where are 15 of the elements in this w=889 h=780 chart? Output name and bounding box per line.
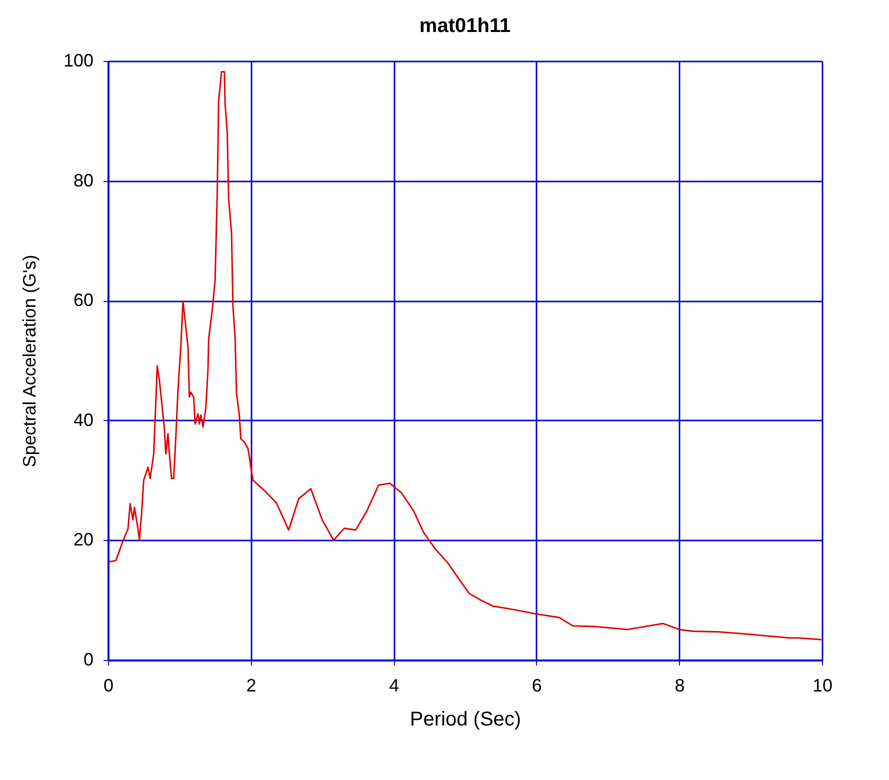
y-tick-label: 60 (73, 290, 94, 310)
y-tick-label: 0 (83, 650, 94, 670)
y-axis-title: Spectral Acceleration (G's) (19, 254, 40, 468)
y-tick-label: 80 (73, 170, 94, 190)
x-axis-title: Period (Sec) (410, 708, 522, 730)
y-tick-label: 100 (63, 50, 94, 70)
x-tick-label: 0 (103, 676, 114, 696)
x-tick-label: 8 (674, 676, 685, 696)
x-tick-label: 10 (812, 676, 833, 696)
x-tick-label: 6 (532, 676, 542, 696)
x-tick-label: 4 (389, 676, 400, 696)
chart-title: mat01h11 (419, 15, 511, 37)
y-tick-label: 20 (73, 530, 94, 550)
y-tick-label: 40 (73, 410, 94, 430)
x-tick-label: 2 (246, 676, 256, 696)
